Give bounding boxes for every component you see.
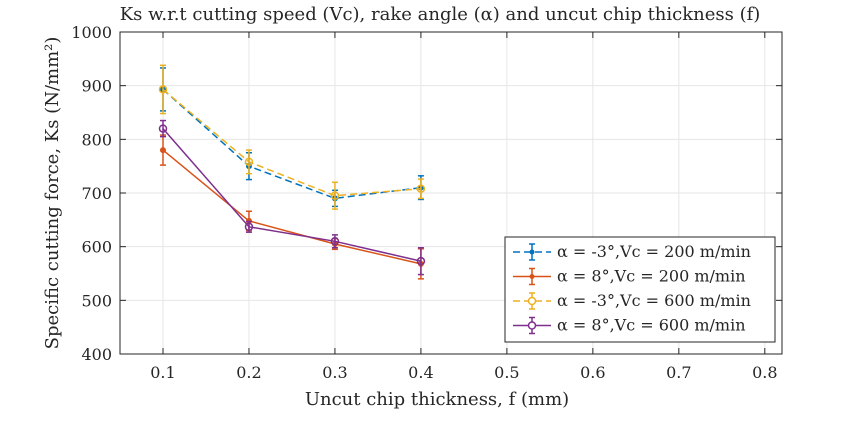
series-group xyxy=(158,64,426,280)
data-point xyxy=(416,256,426,266)
y-axis-label: Specific cutting force, Ks (N/mm²) xyxy=(42,37,63,350)
legend-label: α = -3°,Vc = 600 m/min xyxy=(557,291,751,310)
series-line xyxy=(162,128,422,262)
y-tick-label: 1000 xyxy=(71,23,112,42)
series-4 xyxy=(158,119,426,276)
series-line xyxy=(162,88,421,197)
legend-swatch-marker xyxy=(527,321,537,330)
y-tick-label: 700 xyxy=(81,184,112,203)
x-tick-label: 0.5 xyxy=(494,363,519,382)
x-tick-label: 0.8 xyxy=(752,363,777,382)
y-tick-label: 600 xyxy=(81,238,112,257)
data-point xyxy=(244,222,254,232)
x-tick-label: 0.6 xyxy=(580,363,605,382)
legend-swatch-marker xyxy=(529,274,535,279)
x-axis-label: Uncut chip thickness, f (mm) xyxy=(305,389,569,410)
legend-label: α = 8°,Vc = 200 m/min xyxy=(557,267,746,286)
legend-label: α = 8°,Vc = 600 m/min xyxy=(557,316,746,335)
chart-title: Ks w.r.t cutting speed (Vc), rake angle … xyxy=(120,4,761,25)
series-line xyxy=(162,149,422,265)
legend-swatch-marker xyxy=(527,296,537,306)
y-tick-label: 900 xyxy=(81,77,112,96)
legend-box xyxy=(504,236,776,343)
x-tick-label: 0.1 xyxy=(150,363,175,382)
axis-ticks: 0.1 0.2 0.3 0.4 0.5 0.6 0.7 0.8 400 500 600 700 800 9… xyxy=(71,23,782,382)
data-point xyxy=(244,157,254,167)
series-3 xyxy=(158,64,426,210)
x-tick-label: 0.3 xyxy=(322,363,347,382)
legend-swatch-marker xyxy=(529,249,535,255)
data-point xyxy=(416,184,426,193)
y-tick-label: 500 xyxy=(81,291,112,310)
legend-entry: α = -3°,Vc = 600 m/min xyxy=(513,291,751,310)
legend-label: α = -3°,Vc = 200 m/min xyxy=(557,242,751,261)
legend-entry: α = -3°,Vc = 200 m/min xyxy=(513,242,751,261)
legend-entry: α = 8°,Vc = 600 m/min xyxy=(513,316,746,335)
x-tick-label: 0.2 xyxy=(236,363,261,382)
data-point xyxy=(159,147,166,154)
data-point xyxy=(158,85,168,94)
data-point xyxy=(158,124,168,133)
legend: α = -3°,Vc = 200 m/min α = 8°,Vc = 200 m/… xyxy=(504,236,776,343)
data-point xyxy=(330,237,340,246)
data-point xyxy=(330,191,340,200)
y-tick-label: 800 xyxy=(81,130,112,149)
series-line xyxy=(162,88,422,200)
x-tick-label: 0.4 xyxy=(408,363,433,382)
legend-entry: α = 8°,Vc = 200 m/min xyxy=(513,267,746,286)
y-tick-label: 400 xyxy=(81,345,112,364)
x-tick-label: 0.7 xyxy=(666,363,691,382)
